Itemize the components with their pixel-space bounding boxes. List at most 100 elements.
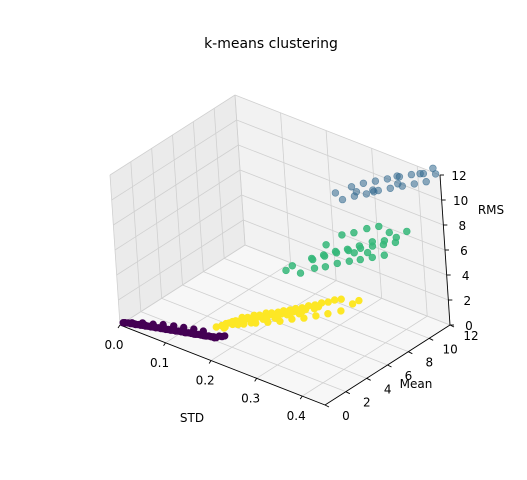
grid-line-z-left	[114, 169, 241, 251]
data-point-cluster-2	[338, 231, 346, 239]
data-point-cluster-3	[317, 299, 326, 307]
grid-line-z-left	[111, 119, 237, 201]
data-point-cluster-3	[222, 319, 230, 328]
data-point-cluster-3	[298, 307, 307, 315]
data-point-cluster-1	[407, 170, 416, 179]
grid-line-z-left	[113, 144, 239, 226]
data-point-cluster-2	[363, 224, 371, 233]
data-point-cluster-0	[160, 324, 169, 332]
y-tick-label: 8	[426, 356, 434, 370]
x-tick-label: 0.1	[150, 356, 169, 370]
grid-line-z-back	[234, 94, 441, 176]
grid-line-z-left	[118, 219, 244, 301]
data-point-cluster-0	[180, 328, 188, 336]
x-tick-mark	[208, 360, 212, 364]
grid-line-y-floor	[224, 257, 430, 339]
y-tick-label: 12	[463, 329, 478, 343]
grid-line-z-left	[116, 194, 242, 276]
data-point-cluster-3	[324, 310, 332, 318]
x-tick-label: 0.0	[104, 338, 123, 352]
y-tick-mark	[428, 337, 434, 341]
z-tick-label: 4	[462, 269, 470, 283]
x-tick-mark	[163, 342, 166, 347]
data-point-cluster-2	[319, 251, 328, 259]
data-point-cluster-3	[324, 298, 332, 306]
data-point-cluster-2	[345, 257, 353, 265]
data-point-cluster-2	[375, 222, 383, 231]
data-point-cluster-1	[338, 195, 347, 204]
z-tick-labels: 0 2 4 6 8 10 12	[440, 169, 473, 333]
grid-line-z-left	[109, 94, 236, 176]
y-tick-label: 4	[384, 382, 392, 396]
z-tick-label: 2	[464, 294, 472, 308]
data-point-cluster-1	[362, 190, 371, 198]
grid-line-z-back	[239, 169, 446, 251]
chart-title: k-means clustering	[204, 36, 338, 52]
grid-line-y-floor	[182, 284, 388, 366]
data-point-cluster-1	[371, 177, 380, 185]
data-point-cluster-1	[331, 189, 340, 197]
data-point-cluster-1	[369, 186, 377, 194]
y-tick-mark	[324, 404, 330, 408]
data-point-cluster-3	[310, 305, 319, 313]
z-tick-label: 0	[465, 319, 473, 333]
grid-line-z-back	[236, 119, 442, 201]
data-point-cluster-3	[330, 296, 339, 304]
data-point-cluster-2	[322, 241, 330, 249]
data-point-cluster-2	[331, 247, 340, 256]
grid-line-z-left	[119, 244, 246, 326]
x-axis-line	[119, 324, 326, 406]
x-axis-label: STD	[180, 411, 204, 425]
data-point-cluster-3	[337, 307, 345, 315]
data-point-cluster-3	[239, 316, 248, 324]
z-tick-label: 10	[453, 194, 468, 208]
data-point-cluster-2	[288, 262, 296, 270]
data-point-cluster-1	[386, 184, 394, 193]
data-point-cluster-2	[321, 263, 330, 271]
data-point-cluster-1	[394, 180, 402, 188]
data-point-cluster-1	[431, 170, 440, 178]
x-tick-labels: 0.0 0.1 0.2 0.3 0.4	[104, 324, 306, 423]
data-point-cluster-3	[337, 295, 345, 303]
data-point-cluster-2	[355, 242, 364, 250]
data-point-cluster-2	[282, 266, 290, 275]
x-tick-label: 0.3	[241, 391, 260, 405]
data-point-cluster-0	[170, 326, 178, 334]
data-point-cluster-2	[368, 253, 376, 262]
x-tick-mark	[299, 395, 303, 400]
data-point-cluster-3	[300, 314, 308, 322]
data-point-cluster-1	[383, 175, 392, 183]
data-point-cluster-2	[363, 248, 372, 257]
data-point-cluster-3	[312, 312, 320, 320]
data-point-cluster-3	[274, 311, 283, 320]
y-tick-label: 6	[405, 369, 413, 383]
y-tick-mark	[408, 351, 413, 355]
x-tick-label: 0.2	[196, 374, 215, 388]
y-tick-label: 0	[342, 409, 350, 423]
data-point-cluster-0	[190, 330, 198, 338]
data-point-cluster-1	[422, 178, 430, 186]
y-tick-mark	[387, 364, 392, 368]
data-point-cluster-2	[392, 233, 400, 242]
data-point-cluster-0	[150, 323, 159, 331]
data-point-cluster-3	[251, 314, 260, 322]
data-point-cluster-2	[368, 238, 376, 246]
data-point-cluster-1	[359, 179, 368, 188]
data-point-cluster-1	[352, 188, 361, 196]
grid-line-z-back	[238, 144, 444, 226]
data-point-cluster-2	[356, 255, 364, 264]
data-point-cluster-2	[350, 229, 358, 237]
x-tick-label: 0.4	[287, 409, 306, 423]
data-point-cluster-3	[262, 313, 271, 322]
data-point-cluster-2	[350, 249, 358, 257]
x-tick-mark	[254, 378, 258, 382]
data-point-cluster-2	[333, 259, 341, 268]
y-tick-label: 2	[363, 396, 371, 410]
z-axis-label: RMS	[478, 203, 504, 217]
y-axis-label: Mean	[400, 377, 433, 391]
data-point-cluster-1	[395, 173, 404, 181]
data-points	[119, 164, 440, 342]
data-point-cluster-2	[343, 245, 352, 254]
z-tick-label: 8	[459, 219, 467, 233]
